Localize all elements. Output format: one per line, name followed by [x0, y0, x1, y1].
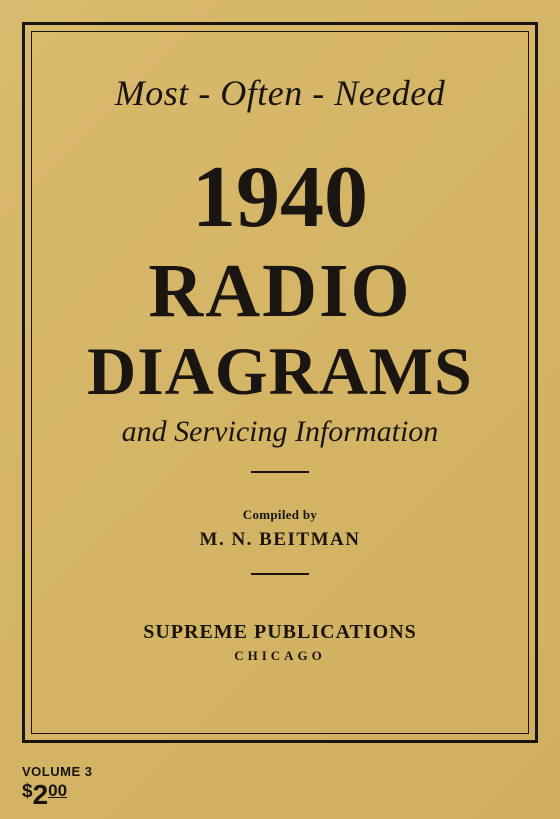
outer-border: Most - Often - Needed 1940 RADIO DIAGRAM… [22, 22, 538, 743]
subtitle: and Servicing Information [122, 415, 439, 449]
cover-content: Most - Often - Needed 1940 RADIO DIAGRAM… [32, 32, 528, 733]
publisher-city: CHICAGO [234, 648, 326, 664]
price-cents: 00 [48, 781, 67, 800]
volume-label: VOLUME 3 [22, 764, 92, 779]
price-whole: 2 [33, 779, 49, 810]
publisher: SUPREME PUBLICATIONS [143, 621, 417, 644]
inner-border: Most - Often - Needed 1940 RADIO DIAGRAM… [31, 31, 529, 734]
footer: VOLUME 3 $200 [22, 764, 92, 809]
compiled-by-label: Compiled by [243, 507, 317, 523]
divider-rule-2 [251, 573, 309, 575]
title-line-2: DIAGRAMS [87, 336, 473, 407]
year: 1940 [192, 154, 368, 242]
author-name: M. N. BEITMAN [200, 529, 361, 551]
title-line-1: RADIO [148, 252, 411, 332]
book-cover: Most - Often - Needed 1940 RADIO DIAGRAM… [0, 0, 560, 819]
price-dollar: $ [22, 781, 33, 802]
price: $200 [22, 781, 92, 809]
divider-rule [251, 471, 309, 473]
tagline: Most - Often - Needed [115, 72, 445, 114]
